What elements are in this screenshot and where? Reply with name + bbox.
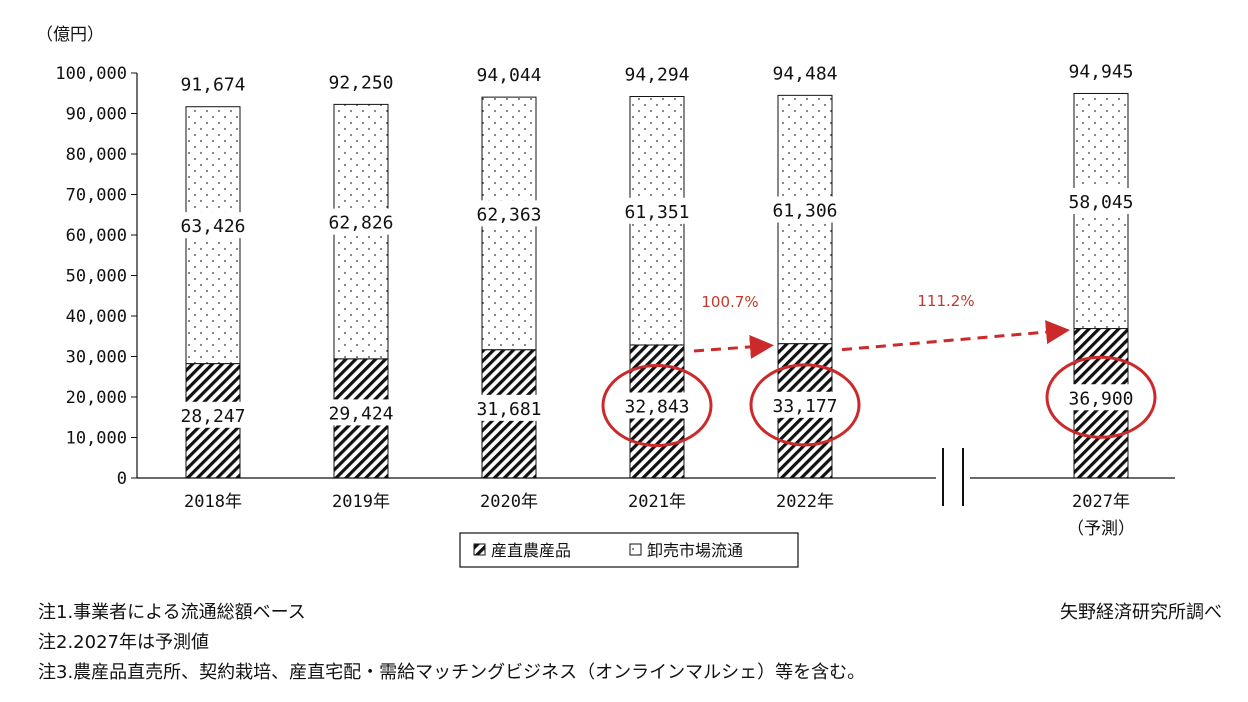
value-labels: 91,674 63,426 28,247 92,250 62,826 29,424 94,0…	[173, 61, 1141, 428]
y-tick-label: 10,000	[66, 429, 127, 449]
highlight-circles	[601, 355, 1157, 447]
segment-label-oroshiuri: 58,045	[1068, 192, 1133, 213]
x-tick-label: 2021年	[628, 492, 686, 512]
label-backdrop	[469, 394, 549, 421]
y-tick-label: 90,000	[66, 105, 127, 125]
note-2: 注2.2027年は予測値	[38, 632, 209, 653]
y-axis-unit-label: （億円）	[36, 25, 104, 45]
label-backdrop	[617, 392, 697, 419]
total-label: 94,484	[772, 63, 837, 84]
label-backdrop	[765, 391, 845, 418]
x-tick-sublabel: （予測）	[1067, 519, 1135, 539]
growth-annotations: 100.7% 111.2%	[693, 292, 1070, 359]
growth-arrow	[693, 334, 774, 359]
x-tick-label: 2027年	[1072, 492, 1130, 512]
legend-label-oroshiuri: 卸売市場流通	[647, 541, 743, 560]
label-backdrop	[617, 197, 697, 224]
label-backdrop	[469, 200, 549, 227]
y-axis: 0 10,000 20,000 30,000 40,000 50,000 60,000 70,…	[55, 64, 138, 489]
y-tick-label: 60,000	[66, 226, 127, 246]
growth-rate-label: 100.7%	[701, 293, 758, 311]
total-label: 94,044	[476, 65, 541, 86]
segment-label-oroshiuri: 62,826	[328, 213, 393, 234]
label-backdrop	[321, 399, 401, 426]
total-label: 92,250	[328, 72, 393, 93]
highlight-circle	[749, 363, 861, 447]
segment-label-oroshiuri: 62,363	[476, 204, 541, 225]
highlight-circle	[1045, 355, 1157, 439]
total-label: 94,294	[624, 65, 689, 86]
legend-label-sanchoku: 産直農産品	[491, 541, 571, 560]
x-tick-label: 2020年	[480, 492, 538, 512]
legend-swatch-oroshiuri	[629, 543, 642, 556]
y-tick-label: 80,000	[66, 145, 127, 165]
segment-label-sanchoku: 36,900	[1068, 388, 1133, 409]
segment-label-oroshiuri: 63,426	[180, 216, 245, 237]
growth-arrow	[841, 320, 1070, 352]
segment-label-sanchoku: 33,177	[772, 396, 837, 417]
label-backdrop	[173, 212, 253, 239]
y-tick-label: 30,000	[66, 348, 127, 368]
y-tick-label: 50,000	[66, 267, 127, 287]
total-label: 91,674	[180, 75, 245, 96]
label-backdrop	[765, 196, 845, 223]
label-backdrop	[173, 401, 253, 428]
growth-rate-label: 111.2%	[917, 292, 974, 310]
segment-label-sanchoku: 29,424	[328, 403, 393, 424]
axis-break-gap	[936, 448, 970, 508]
segment-label-oroshiuri: 61,306	[772, 200, 837, 221]
y-tick-label: 100,000	[55, 64, 127, 84]
y-tick-label: 40,000	[66, 307, 127, 327]
segment-label-sanchoku: 31,681	[476, 399, 541, 420]
legend-swatch-sanchoku	[473, 543, 486, 556]
x-tick-label: 2018年	[184, 492, 242, 512]
segment-label-sanchoku: 32,843	[624, 396, 689, 417]
segment-label-sanchoku: 28,247	[180, 406, 245, 427]
label-backdrop	[1061, 384, 1141, 411]
label-backdrop	[321, 208, 401, 235]
y-tick-label: 20,000	[66, 388, 127, 408]
segment-label-oroshiuri: 61,351	[624, 202, 689, 223]
y-tick-label: 70,000	[66, 186, 127, 206]
total-label: 94,945	[1068, 61, 1133, 82]
y-tick-label: 0	[117, 469, 127, 489]
highlight-circle	[601, 363, 713, 447]
label-backdrop	[1061, 188, 1141, 215]
note-3: 注3.農産品直売所、契約栽培、産直宅配・需給マッチングビジネス（オンラインマルシ…	[38, 662, 866, 683]
x-axis: 2018年 2019年 2020年 2021年 2022年 2027年 （予測）	[137, 448, 1175, 539]
note-1: 注1.事業者による流通総額ベース	[38, 602, 306, 623]
x-tick-label: 2022年	[776, 492, 834, 512]
source-credit: 矢野経済研究所調べ	[1060, 602, 1222, 623]
legend: 産直農産品 卸売市場流通	[459, 532, 799, 568]
legend-box	[459, 532, 799, 568]
x-tick-label: 2019年	[332, 492, 390, 512]
